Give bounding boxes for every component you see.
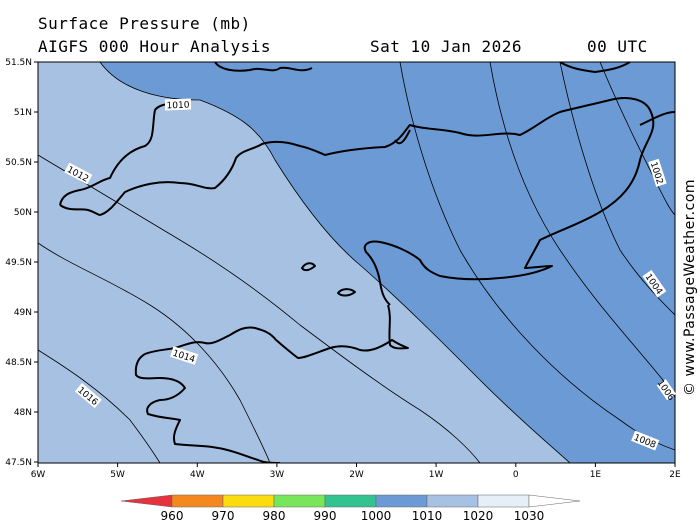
lon-label-6w: 6W bbox=[31, 470, 46, 480]
lon-label-5w: 5W bbox=[110, 470, 125, 480]
model-run-label: AIGFS 000 Hour Analysis bbox=[38, 37, 272, 56]
lon-label-1e: 1E bbox=[590, 470, 602, 480]
lat-label-50n: 50N bbox=[14, 208, 32, 218]
isobar-1010 bbox=[99, 62, 571, 463]
colorbar-label-1000: 1000 bbox=[361, 509, 392, 523]
colorbar-label-960: 960 bbox=[161, 509, 184, 523]
lat-label-49-5n: 49.5N bbox=[5, 258, 32, 268]
colorbar-segment-970-980 bbox=[222, 494, 275, 508]
lat-label-48-5n: 48.5N bbox=[5, 358, 32, 368]
lat-label-50-5n: 50.5N bbox=[5, 158, 32, 168]
colorbar-label-1020: 1020 bbox=[463, 509, 494, 523]
lon-label-1w: 1W bbox=[429, 470, 444, 480]
pressure-band-1000-1010 bbox=[100, 62, 675, 463]
colorbar-segment-low-arrow bbox=[120, 494, 173, 508]
lon-label-2e: 2E bbox=[669, 470, 681, 480]
longitude-labels: 6W 5W 4W 3W 2W 1W 0 1E 2E bbox=[31, 470, 681, 480]
colorbar-segment-1010-1020 bbox=[426, 494, 479, 508]
colorbar-label-1030: 1030 bbox=[514, 509, 545, 523]
coast-south-england bbox=[59, 62, 675, 306]
isobar-1012 bbox=[38, 154, 481, 463]
colorbar-label-980: 980 bbox=[263, 509, 286, 523]
colorbar-label-970: 970 bbox=[212, 509, 235, 523]
lat-label-48n: 48N bbox=[14, 408, 32, 418]
colorbar-segment-1000-1010 bbox=[375, 494, 428, 508]
colorbar-label-1010: 1010 bbox=[412, 509, 443, 523]
lat-label-51-5n: 51.5N bbox=[5, 58, 32, 68]
colorbar-segment-980-990 bbox=[273, 494, 326, 508]
longitude-axis bbox=[37, 463, 676, 467]
lon-label-2w: 2W bbox=[349, 470, 364, 480]
colorbar-segment-960-970 bbox=[171, 494, 224, 508]
latitude-axis bbox=[34, 61, 38, 463]
chart-title: Surface Pressure (mb) bbox=[38, 14, 251, 33]
isobar-1008 bbox=[399, 62, 675, 451]
valid-time: 00 UTC bbox=[587, 37, 648, 56]
lon-label-4w: 4W bbox=[190, 470, 205, 480]
isobar-1016 bbox=[38, 349, 161, 463]
isobar-1002 bbox=[599, 62, 675, 216]
isobar-1006 bbox=[489, 62, 675, 396]
lat-label-49n: 49N bbox=[14, 308, 32, 318]
site-credit: © www.PassageWeather.com bbox=[682, 179, 698, 396]
coast-channel-islands bbox=[301, 262, 356, 297]
colorbar-label-990: 990 bbox=[314, 509, 337, 523]
lon-label-3w: 3W bbox=[270, 470, 285, 480]
lat-label-51n: 51N bbox=[14, 108, 32, 118]
isobar-label-1010: 1010 bbox=[166, 101, 190, 112]
lon-label-0: 0 bbox=[513, 470, 519, 480]
colorbar-segment-990-1000 bbox=[324, 494, 377, 508]
valid-date: Sat 10 Jan 2026 bbox=[370, 37, 522, 56]
colorbar-segment-high-arrow bbox=[528, 494, 581, 508]
colorbar-segment-1020-1030 bbox=[477, 494, 530, 508]
lat-label-47-5n: 47.5N bbox=[5, 458, 32, 468]
latitude-labels: 51.5N 51N 50.5N 50N 49.5N 49N 48.5N 48N … bbox=[5, 58, 32, 468]
isobar-1014 bbox=[38, 242, 271, 463]
pressure-colorbar: 960 970 980 990 1000 1010 1020 1030 bbox=[120, 494, 581, 523]
